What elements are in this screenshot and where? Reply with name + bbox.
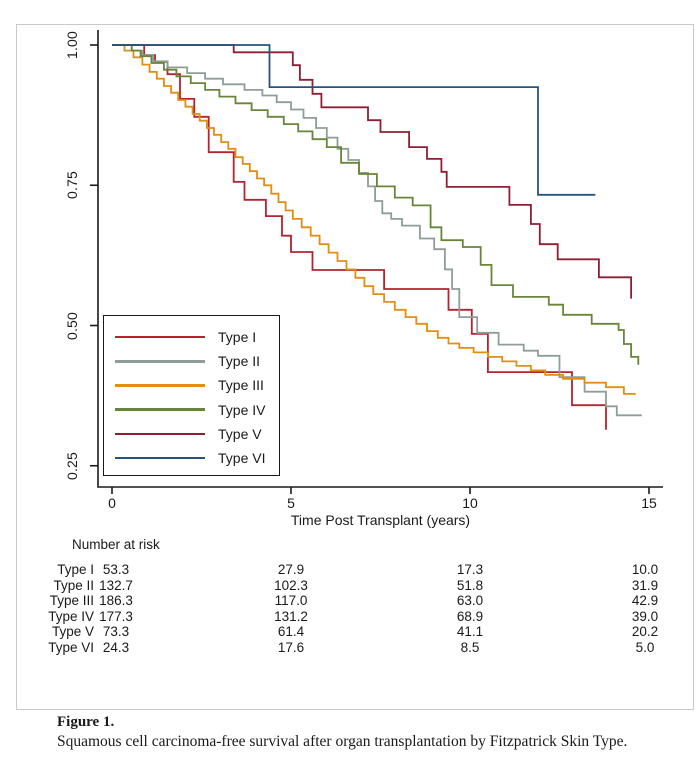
survival-curve-type-iii — [112, 44, 636, 396]
risk-value: 51.8 — [456, 577, 484, 593]
figure-border-frame — [16, 24, 694, 710]
risk-value: 39.0 — [631, 608, 659, 624]
number-at-risk-header: Number at risk — [72, 537, 160, 552]
legend: Type I Type II Type III Type IV Type V T… — [103, 315, 280, 476]
legend-item-type-v: Type V — [104, 422, 279, 446]
figure-caption: Figure 1. Squamous cell carcinoma-free s… — [57, 714, 687, 751]
risk-value: 42.9 — [631, 593, 659, 609]
risk-value: 61.4 — [277, 624, 305, 640]
legend-line-type-ii — [115, 359, 205, 363]
xtick-label-10: 10 — [462, 495, 478, 511]
risk-value: 68.9 — [456, 608, 484, 624]
risk-value: 5.0 — [635, 640, 655, 655]
risk-row-label-type-ii: Type II — [53, 577, 94, 593]
legend-line-type-iv — [115, 408, 205, 411]
risk-value: 27.9 — [277, 562, 305, 577]
xtick-label-15: 15 — [641, 495, 657, 511]
legend-line-type-vi — [115, 456, 205, 460]
risk-value: 24.3 — [102, 640, 130, 655]
risk-value: 132.7 — [99, 577, 133, 593]
risk-value: 8.5 — [460, 640, 480, 655]
ytick-label-0.50: 0.50 — [64, 311, 80, 341]
xtick-label-5: 5 — [287, 495, 295, 511]
risk-value: 41.1 — [456, 624, 484, 640]
figure-caption-text: Squamous cell carcinoma-free survival af… — [57, 733, 628, 750]
legend-item-type-iv: Type IV — [104, 398, 279, 422]
legend-line-type-v — [115, 432, 205, 436]
risk-value: 63.0 — [456, 593, 484, 609]
risk-value: 131.2 — [274, 608, 308, 624]
legend-label-type-i: Type I — [218, 329, 257, 346]
ytick-label-1.00: 1.00 — [64, 30, 80, 60]
risk-row-label-type-v: Type V — [51, 624, 94, 640]
survival-curve-type-i — [112, 44, 607, 430]
legend-item-type-iii: Type III — [104, 373, 279, 397]
ytick-label-0.25: 0.25 — [64, 451, 80, 481]
legend-label-type-vi: Type VI — [218, 450, 266, 467]
legend-label-type-iii: Type III — [218, 377, 264, 394]
ytick-label-0.75: 0.75 — [64, 170, 80, 200]
axes — [97, 30, 663, 488]
xtick-label-0: 0 — [108, 495, 116, 511]
risk-value: 17.3 — [456, 562, 484, 577]
risk-value: 177.3 — [99, 608, 133, 624]
survival-curve-type-v — [112, 44, 632, 299]
risk-value: 10.0 — [631, 562, 659, 577]
legend-label-type-v: Type V — [218, 425, 262, 442]
legend-item-type-i: Type I — [104, 325, 279, 349]
x-axis-title: Time Post Transplant (years) — [290, 512, 471, 528]
risk-value: 53.3 — [102, 562, 130, 577]
risk-row-label-type-i: Type I — [57, 562, 94, 577]
legend-label-type-ii: Type II — [218, 353, 261, 370]
legend-item-type-ii: Type II — [104, 349, 279, 373]
legend-line-type-i — [115, 335, 205, 339]
risk-row-label-type-vi: Type VI — [48, 640, 94, 655]
survival-curve-type-iv — [112, 44, 640, 365]
figure-caption-title: Figure 1. — [57, 714, 115, 730]
survival-curve-type-vi — [112, 44, 596, 196]
risk-value: 102.3 — [274, 577, 308, 593]
risk-value: 17.6 — [277, 640, 305, 655]
risk-value: 20.2 — [631, 624, 659, 640]
risk-value: 186.3 — [99, 593, 133, 609]
risk-value: 73.3 — [102, 624, 130, 640]
legend-line-type-iii — [115, 384, 205, 387]
risk-value: 117.0 — [274, 593, 308, 609]
risk-value: 31.9 — [631, 577, 659, 593]
legend-label-type-iv: Type IV — [218, 401, 266, 418]
legend-item-type-vi: Type VI — [104, 446, 279, 470]
risk-row-label-type-iii: Type III — [49, 593, 94, 609]
survival-curve-type-ii — [112, 44, 642, 417]
risk-row-label-type-iv: Type IV — [48, 608, 94, 624]
